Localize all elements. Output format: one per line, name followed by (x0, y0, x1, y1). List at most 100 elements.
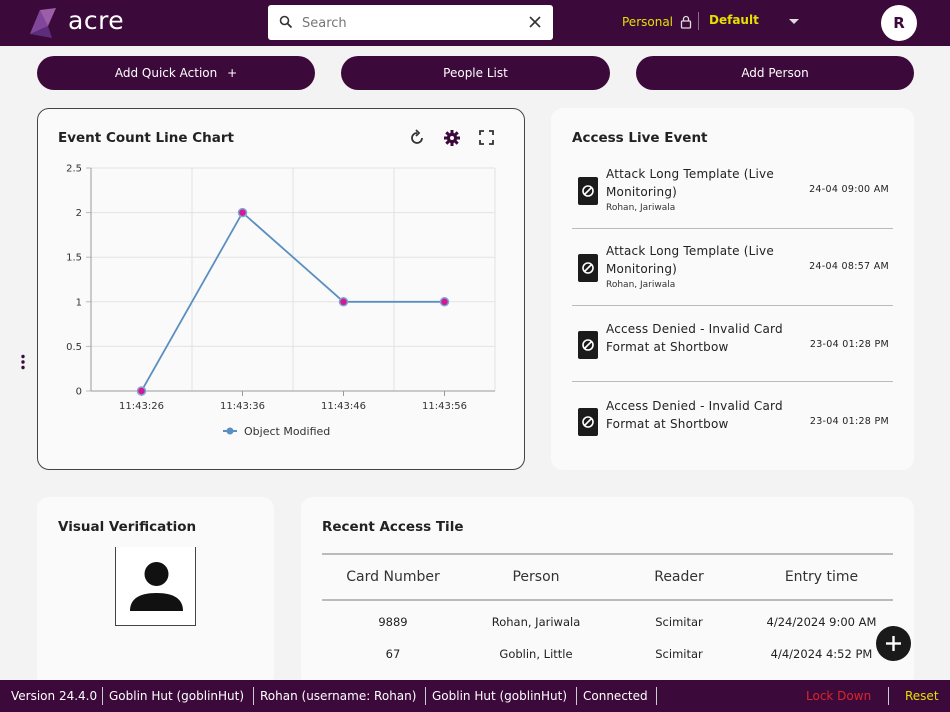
status-divider (102, 687, 103, 705)
cell-card-number: 9889 (378, 615, 408, 629)
live-event-time: 24-04 09:00 AM (809, 184, 889, 195)
add-tile-fab-button[interactable] (876, 626, 911, 661)
y-tick-label: 0.5 (66, 342, 82, 353)
status-bar: Version 24.4.0 Goblin Hut (goblinHut) Ro… (0, 680, 950, 712)
status-divider (253, 687, 254, 705)
live-event-time: 23-04 01:28 PM (809, 416, 889, 427)
live-event-item[interactable]: Access Denied - Invalid Card Format at Sh… (572, 306, 893, 382)
y-tick-label: 0 (76, 387, 82, 398)
clear-search-icon[interactable] (527, 14, 543, 30)
table-header-divider (322, 599, 893, 601)
y-tick-label: 1 (76, 297, 82, 308)
live-event-line1: Access Denied - Invalid Card (606, 322, 783, 336)
live-event-line2: Monitoring) (606, 262, 678, 276)
visual-verification-title: Visual Verification (58, 519, 197, 535)
add-person-button[interactable]: Add Person (636, 56, 914, 90)
legend-swatch-marker (226, 427, 234, 435)
search-input[interactable] (302, 12, 512, 34)
live-event-item[interactable]: Access Denied - Invalid Card Format at Sh… (572, 383, 893, 459)
live-event-item[interactable]: Attack Long Template (Live Monitoring) Roh… (572, 230, 893, 306)
legend-label: Object Modified (244, 425, 330, 438)
cell-reader: Scimitar (655, 615, 703, 629)
cell-person: Goblin, Little (499, 647, 573, 661)
add-quick-action-button[interactable]: Add Quick Action + (37, 56, 315, 90)
live-event-title: Access Live Event (572, 130, 708, 146)
event-count-line-chart: 2.5 2 1.5 1 0.5 0 11:43:26 11:43:36 11:43:46 11:4… (66, 164, 496, 438)
gear-icon[interactable] (443, 129, 461, 147)
status-divider (656, 687, 657, 705)
cell-entry-time: 4/4/2024 4:52 PM (770, 647, 873, 661)
plus-icon (886, 636, 901, 651)
live-event-line2: Format at Shortbow (606, 417, 729, 431)
fullscreen-icon[interactable] (479, 130, 494, 145)
live-event-item[interactable]: Attack Long Template (Live Monitoring) Roh… (572, 153, 893, 229)
connection-status: Connected (583, 689, 648, 703)
more-vertical-icon[interactable] (20, 354, 26, 370)
table-top-divider (322, 553, 893, 555)
reset-button[interactable]: Reset (905, 689, 939, 703)
y-tick-label: 1.5 (66, 253, 82, 264)
logo-text: acre (68, 6, 125, 35)
personal-label[interactable]: Personal (622, 15, 674, 29)
recent-access-card (301, 497, 914, 687)
live-event-title-text: Access Denied - Invalid Card Format at Sh… (606, 397, 796, 433)
cell-person: Rohan, Jariwala (491, 615, 581, 629)
live-event-line2: Format at Shortbow (606, 340, 729, 354)
data-point (338, 297, 349, 307)
status-divider (425, 687, 426, 705)
add-quick-action-label: Add Quick Action (114, 66, 218, 80)
add-person-label: Add Person (741, 66, 809, 80)
search-icon (279, 15, 293, 29)
refresh-icon[interactable] (408, 129, 426, 147)
recent-access-title: Recent Access Tile (322, 519, 464, 535)
access-event-icon (578, 177, 598, 205)
site-label: Goblin Hut (goblinHut) (109, 689, 245, 703)
lock-down-button[interactable]: Lock Down (806, 689, 872, 703)
chevron-down-icon[interactable] (789, 19, 799, 24)
x-tick-label: 11:43:36 (220, 401, 265, 412)
live-event-person: Rohan, Jariwala (606, 203, 676, 213)
lock-icon (680, 15, 692, 29)
user-avatar[interactable]: R (881, 5, 917, 41)
header-divider (698, 12, 699, 30)
search-box[interactable] (268, 5, 553, 40)
live-event-time: 23-04 01:28 PM (809, 339, 889, 350)
column-header-card-number[interactable]: Card Number (346, 569, 440, 585)
person-silhouette-icon (130, 562, 183, 611)
column-header-person[interactable]: Person (512, 569, 560, 585)
live-event-title-text: Access Denied - Invalid Card Format at Sh… (606, 320, 796, 356)
version-label: Version 24.4.0 (11, 689, 98, 703)
chart-card-title: Event Count Line Chart (58, 130, 234, 146)
status-divider (888, 687, 889, 705)
x-tick-label: 11:43:46 (321, 401, 366, 412)
live-event-title-text: Attack Long Template (Live Monitoring) (606, 165, 796, 201)
y-tick-label: 2.5 (66, 164, 82, 175)
plus-icon: + (227, 66, 238, 80)
acre-logo-mark-icon (30, 8, 56, 38)
site-label-2: Goblin Hut (goblinHut) (432, 689, 568, 703)
x-tick-label: 11:43:26 (119, 401, 164, 412)
access-live-event-card (551, 108, 914, 470)
user-label: Rohan (username: Rohan) (260, 689, 417, 703)
cell-reader: Scimitar (655, 647, 703, 661)
column-header-reader[interactable]: Reader (654, 569, 704, 585)
people-list-button[interactable]: People List (341, 56, 610, 90)
live-event-time: 24-04 08:57 AM (809, 261, 889, 272)
live-event-title-text: Attack Long Template (Live Monitoring) (606, 242, 796, 278)
person-photo-placeholder (115, 547, 196, 626)
live-event-line1: Access Denied - Invalid Card (606, 399, 783, 413)
acre-logo[interactable]: acre (26, 4, 124, 42)
status-divider (576, 687, 577, 705)
cell-entry-time: 4/24/2024 9:00 AM (766, 615, 877, 629)
layout-select-value[interactable]: Default (709, 13, 759, 27)
access-event-icon (578, 254, 598, 282)
live-event-line2: Monitoring) (606, 185, 678, 199)
people-list-label: People List (443, 66, 508, 80)
data-point (136, 386, 147, 396)
live-event-line1: Attack Long Template (Live (606, 244, 774, 258)
x-tick-label: 11:43:56 (422, 401, 467, 412)
data-point (237, 207, 248, 218)
series-line (140, 211, 445, 392)
column-header-entry-time[interactable]: Entry time (784, 569, 859, 585)
live-event-person: Rohan, Jariwala (606, 280, 676, 290)
